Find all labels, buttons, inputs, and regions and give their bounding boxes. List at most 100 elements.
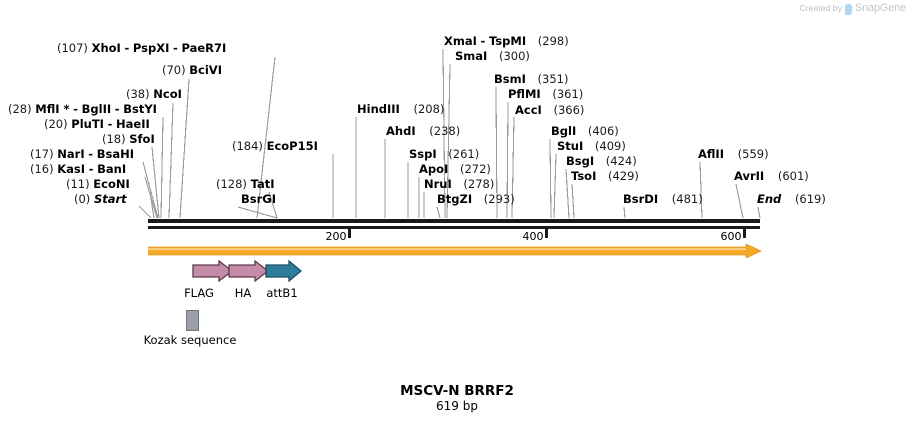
enzyme-name: ApoI [419,162,449,176]
enzyme-position: (293) [483,192,515,206]
enzyme-label-bsgi[interactable]: BsgI (424) [566,155,637,168]
enzyme-name: HaeII [116,117,150,131]
enzyme-label-start[interactable]: (0) Start [74,193,127,206]
enzyme-position: (20) [44,117,68,131]
enzyme-position: (601) [777,169,809,183]
enzyme-label-sfoi[interactable]: (18) SfoI [102,133,155,146]
ruler-tick-400 [545,229,548,238]
watermark-brand: SnapGene [855,2,906,14]
enzyme-position: (272) [459,162,491,176]
orf-orange-arrow[interactable] [148,244,762,258]
enzyme-name: TsoI [571,169,597,183]
enzyme-position: (409) [594,139,626,153]
snapgene-watermark: Created by SnapGene [799,2,906,15]
enzyme-label-bsmi[interactable]: BsmI (351) [494,73,568,86]
end-marker-label: End [757,192,782,206]
enzyme-name: HindIII [357,102,400,116]
enzyme-label-nari[interactable]: (17) NarI - BsaHI [30,147,134,161]
enzyme-position: (559) [737,147,769,161]
enzyme-name: TspMI [488,34,527,48]
enzyme-label-avrii[interactable]: AvrII (601) [734,170,809,183]
enzyme-label-tati[interactable]: (128) TatI [216,178,275,191]
enzyme-label-xmai[interactable]: XmaI - TspMI (298) [444,34,569,48]
enzyme-name: PspXI [132,41,170,55]
enzyme-label-bcivi[interactable]: (70) BciVI [162,64,222,77]
enzyme-name: BglII [81,102,112,116]
enzyme-name: SmaI [455,49,488,63]
enzyme-name: BstYI [123,102,157,116]
enzyme-name: SspI [409,147,437,161]
enzyme-name: SfoI [129,132,155,146]
enzyme-name: BsgI [566,154,595,168]
enzyme-position: (424) [605,154,637,168]
enzyme-label-bgli[interactable]: BglI (406) [551,125,619,138]
enzyme-name: AvrII [734,169,765,183]
enzyme-name: AccI [515,103,542,117]
enzyme-label-ncoi[interactable]: (38) NcoI [126,88,182,101]
feature-arrow-attb1[interactable] [265,260,303,282]
enzyme-name: AhdI [386,124,416,138]
enzyme-position: (107) [57,41,88,55]
enzyme-name: StuI [557,139,584,153]
enzyme-position: (184) [232,139,263,153]
feature-label-kozak: Kozak sequence [143,333,237,347]
enzyme-name: BsrDI [623,192,659,206]
enzyme-position: (18) [102,132,126,146]
enzyme-label-hindiii[interactable]: HindIII (208) [357,103,444,116]
enzyme-label-stui[interactable]: StuI (409) [557,140,626,153]
enzyme-label-pluti[interactable]: (20) PluTI - HaeII [44,117,150,131]
enzyme-label-bsrdi[interactable]: BsrDI (481) [623,193,703,206]
enzyme-position: (298) [537,34,569,48]
enzyme-name: EcoP15I [266,139,318,153]
enzyme-name: NruI [424,177,452,191]
enzyme-label-xhoi[interactable]: (107) XhoI - PspXI - PaeR7I [57,41,227,55]
enzyme-label-ecop15i[interactable]: (184) EcoP15I [232,140,318,153]
sequence-backbone-upper [148,219,760,223]
enzyme-label-nrui[interactable]: NruI (278) [424,178,494,191]
enzyme-label-btgzi[interactable]: BtgZI (293) [437,193,515,206]
enzyme-position: (261) [448,147,480,161]
enzyme-label-kasi[interactable]: (16) KasI - BanI [30,162,127,176]
enzyme-name: BsrGI [241,192,276,206]
page-title: MSCV-N BRRF2 [400,383,514,399]
feature-label-attb1: attB1 [266,286,298,300]
enzyme-label-ahdi[interactable]: AhdI (238) [386,125,460,138]
enzyme-position: (238) [429,124,461,138]
enzyme-position: (429) [608,169,639,183]
enzyme-name: KasI [57,162,86,176]
enzyme-name: XhoI [91,41,121,55]
enzyme-label-bsrgi[interactable]: BsrGI [241,193,276,206]
enzyme-label-acci[interactable]: AccI (366) [515,104,584,117]
enzyme-name: BsmI [494,72,526,86]
start-marker-label: Start [93,192,127,206]
enzyme-name: NcoI [153,87,182,101]
feature-arrow-ha[interactable] [228,260,270,282]
enzyme-position: (17) [30,147,54,161]
enzyme-label-aflii[interactable]: AflII (559) [698,148,769,161]
enzyme-position: (366) [553,103,585,117]
watermark-created-by: Created by [799,3,842,13]
enzyme-name: NarI [57,147,85,161]
ruler-label-200: 200 [325,230,347,243]
enzyme-name: BglI [551,124,577,138]
enzyme-label-sspi[interactable]: SspI (261) [409,148,479,161]
feature-label-ha: HA [234,286,252,300]
enzyme-label-smai[interactable]: SmaI (300) [455,50,530,63]
enzyme-label-tsoi[interactable]: TsoI (429) [571,170,639,183]
enzyme-name: AflII [698,147,724,161]
ruler-label-600: 600 [720,230,742,243]
feature-arrow-flag[interactable] [192,260,234,282]
enzyme-label-apoi[interactable]: ApoI (272) [419,163,491,176]
enzyme-position: (11) [66,177,90,191]
enzyme-label-pflmi[interactable]: PflMI (361) [508,88,583,101]
enzyme-name: TatI [250,177,275,191]
enzyme-label-econi[interactable]: (11) EcoNI [66,178,130,191]
enzyme-label-end[interactable]: End (619) [757,193,826,206]
enzyme-name: BciVI [189,63,222,77]
enzyme-name: PflMI [508,87,541,101]
sequence-backbone-lower [148,226,760,229]
enzyme-label-mfli[interactable]: (28) MflI * - BglII - BstYI [8,102,157,116]
enzyme-position: (619) [794,192,826,206]
kozak-box-icon[interactable] [186,310,199,331]
